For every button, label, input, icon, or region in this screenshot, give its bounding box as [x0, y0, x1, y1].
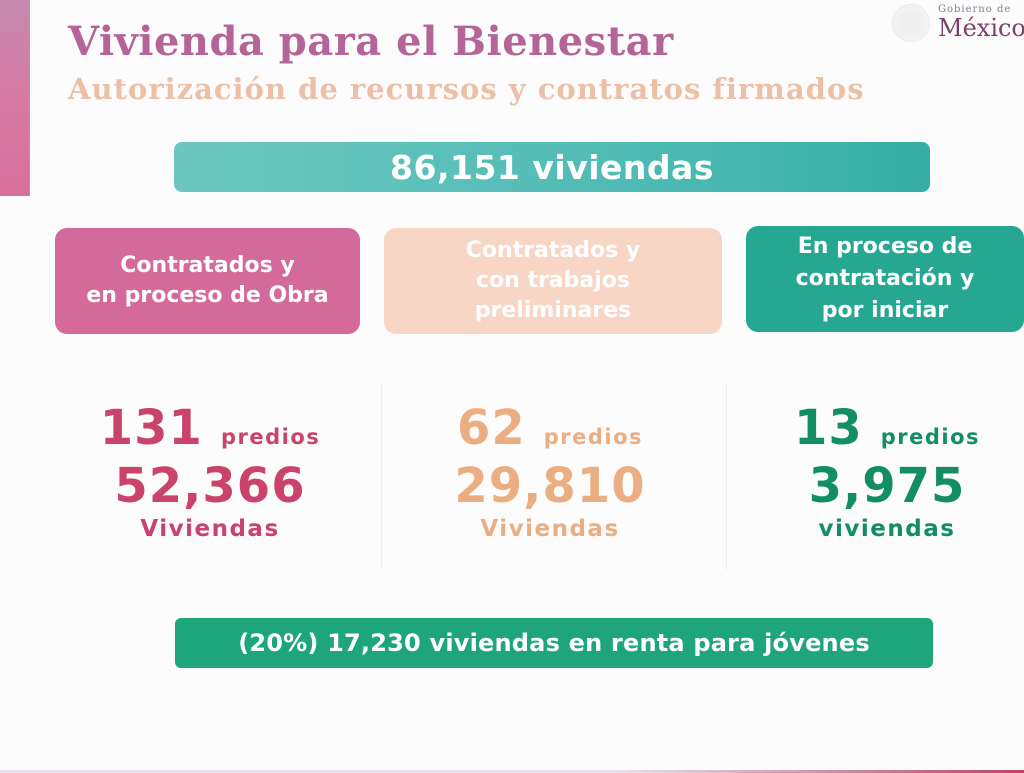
left-accent-bar: [0, 0, 30, 196]
slide-subtitle: Autorización de recursos y contratos fir…: [68, 72, 865, 106]
category-box-trabajos-preliminares: Contratados y con trabajos preliminares: [384, 228, 722, 334]
viviendas-label: viviendas: [818, 516, 956, 542]
category-label: En proceso de contratación y por iniciar: [795, 234, 975, 323]
rent-youth-banner: (20%) 17,230 viviendas en renta para jóv…: [175, 618, 933, 668]
category-box-en-obra: Contratados y en proceso de Obra: [55, 228, 360, 334]
viviendas-label: Viviendas: [480, 516, 620, 542]
stat-block-en-obra: 131 predios 52,366 Viviendas: [60, 400, 360, 544]
rent-youth-text: (20%) 17,230 viviendas en renta para jóv…: [238, 629, 870, 657]
category-box-por-iniciar: En proceso de contratación y por iniciar: [746, 226, 1024, 332]
predios-count: 62: [456, 400, 526, 456]
total-viviendas-banner: 86,151 viviendas: [174, 142, 930, 192]
logo-small-text: Gobierno de: [938, 4, 1012, 15]
bottom-accent-strip: [0, 770, 1024, 773]
gobierno-mexico-logo: Gobierno de México: [886, 0, 1024, 48]
predios-unit: predios: [543, 425, 644, 449]
stat-block-por-iniciar: 13 predios 3,975 viviendas: [750, 400, 1024, 544]
predios-count: 131: [99, 400, 203, 456]
viviendas-count: 29,810: [454, 458, 646, 514]
viviendas-count: 3,975: [808, 458, 966, 514]
slide-title: Vivienda para el Bienestar: [68, 18, 674, 65]
category-label: Contratados y con trabajos preliminares: [465, 238, 641, 323]
predios-unit: predios: [880, 425, 981, 449]
predios-count: 13: [793, 400, 863, 456]
category-label: Contratados y en proceso de Obra: [86, 253, 329, 308]
column-divider: [726, 384, 727, 570]
logo-big-text: México: [938, 14, 1024, 42]
viviendas-count: 52,366: [114, 458, 306, 514]
viviendas-label: Viviendas: [140, 516, 280, 542]
column-divider: [381, 384, 382, 570]
government-seal-icon: [892, 4, 930, 42]
total-viviendas-text: 86,151 viviendas: [390, 147, 714, 187]
predios-unit: predios: [220, 425, 321, 449]
stat-block-trabajos-preliminares: 62 predios 29,810 Viviendas: [400, 400, 700, 544]
